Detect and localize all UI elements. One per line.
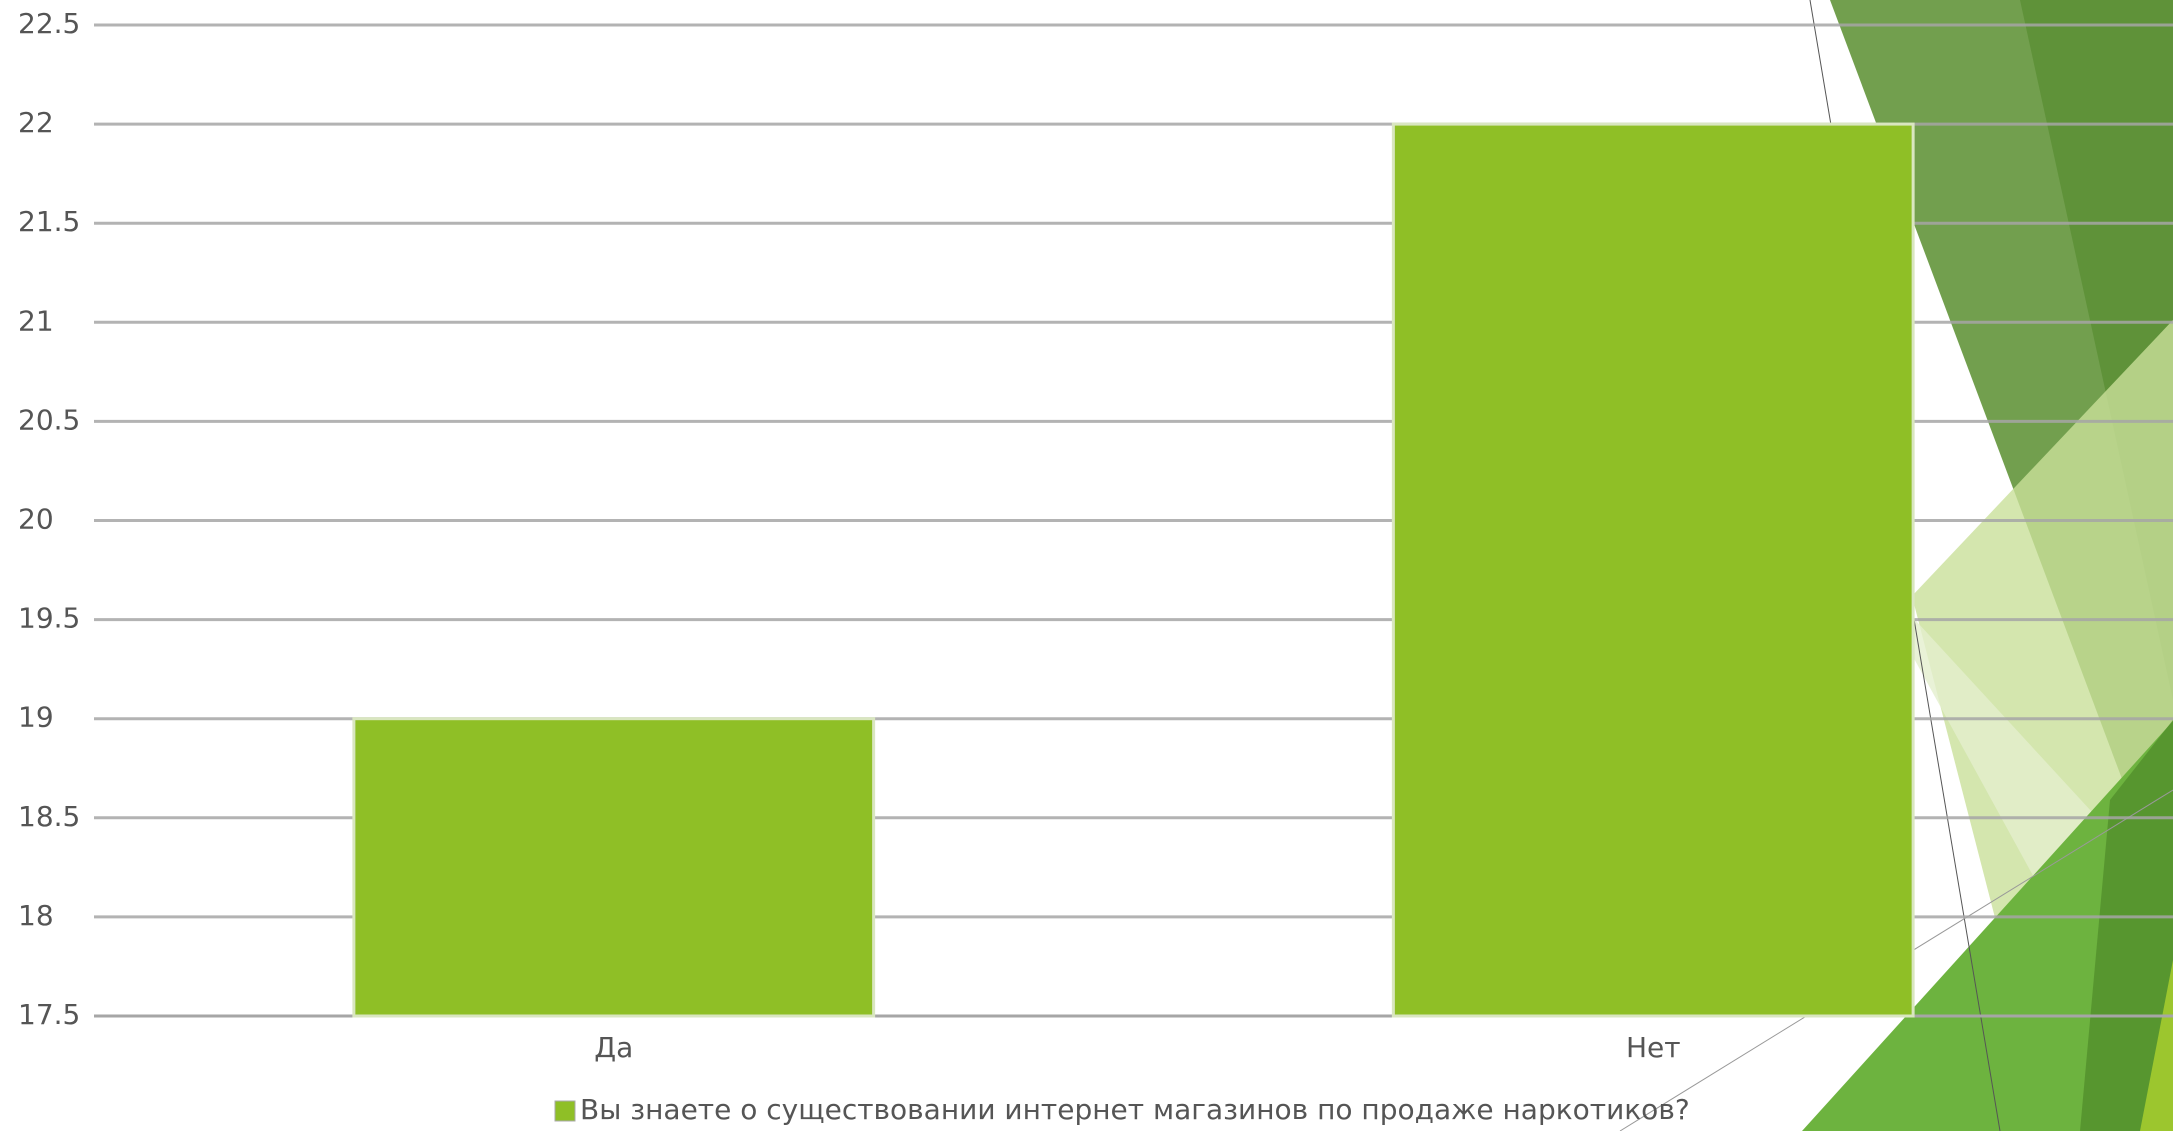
- y-tick-label: 22: [18, 106, 54, 139]
- y-tick-label: 19.5: [18, 602, 80, 635]
- y-tick-label: 21: [18, 304, 54, 337]
- y-tick-label: 20.5: [18, 403, 80, 436]
- x-tick-label: Нет: [1626, 1031, 1681, 1064]
- y-tick-label: 19: [18, 701, 54, 734]
- y-tick-label: 17.5: [18, 998, 80, 1031]
- bar: [1391, 122, 1915, 1018]
- bar: [352, 717, 876, 1018]
- y-tick-label: 20: [18, 503, 54, 536]
- y-tick-label: 18: [18, 899, 54, 932]
- decoration: [1619, 0, 2173, 1131]
- legend-swatch: [554, 1100, 576, 1122]
- legend-label: Вы знаете о существовании интернет магаз…: [580, 1093, 1690, 1126]
- y-tick-label: 22.5: [18, 7, 80, 40]
- x-tick-label: Да: [594, 1031, 633, 1064]
- y-tick-label: 21.5: [18, 205, 80, 238]
- y-tick-label: 18.5: [18, 800, 80, 833]
